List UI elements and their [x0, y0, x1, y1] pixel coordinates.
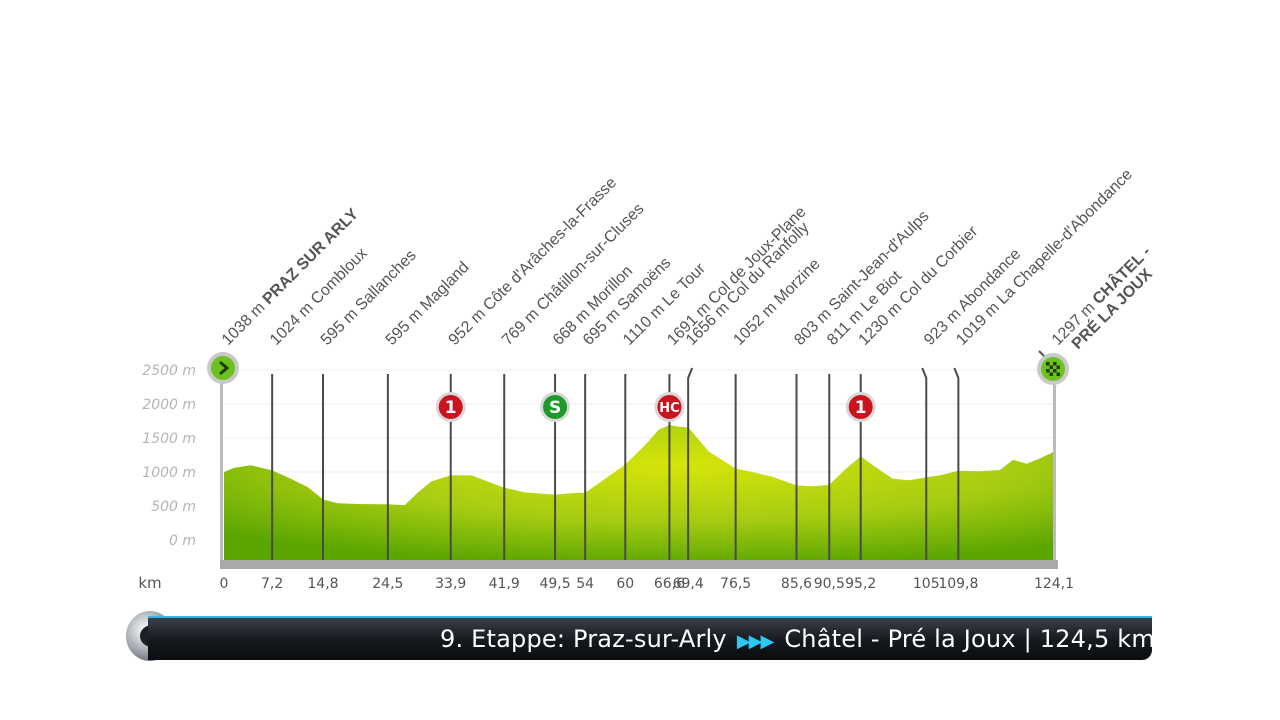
x-tick-label: 0	[220, 576, 229, 592]
x-tick-label: 14,8	[307, 576, 338, 592]
x-tick-label: 76,5	[720, 576, 751, 592]
x-tick-label: 7,2	[261, 576, 283, 592]
badge-label: 1	[855, 398, 867, 418]
profile-area-group	[220, 372, 1058, 569]
elevation-profile-chart: 0 m 500 m 1000 m 1500 m 2000 m 2500 m km 0 7,2 1…	[138, 166, 1156, 592]
checkered-flag-icon	[1056, 365, 1060, 369]
badge-fill	[848, 395, 873, 419]
y-tick-label: 1000 m	[142, 465, 196, 481]
x-tick-label: 105	[913, 576, 940, 592]
y-axis-labels: 0 m 500 m 1000 m 1500 m 2000 m 2500 m	[142, 363, 196, 549]
badge-fill	[543, 395, 568, 419]
start-finish-icons	[207, 350, 1069, 385]
marker-line	[687, 367, 694, 560]
checkered-flag-icon	[1056, 372, 1060, 376]
x-tick-label: 85,6	[781, 576, 812, 592]
start-post	[220, 372, 223, 560]
checkered-flag-icon	[1046, 362, 1050, 366]
x-tick-label: 54	[576, 576, 594, 592]
checkered-flag-icon	[1046, 369, 1050, 373]
x-tick-label: 49,5	[539, 576, 570, 592]
stage-banner: 9. Etappe: Praz-sur-Arly ▶▶▶ Châtel - Pré …	[148, 616, 1155, 660]
checkered-flag-icon	[1053, 369, 1057, 373]
start-fill	[211, 356, 235, 380]
checkered-flag-icon	[1053, 362, 1057, 366]
x-tick-label: 90,5	[814, 576, 845, 592]
x-tick-label: 60	[616, 576, 634, 592]
marker-line	[953, 367, 960, 560]
badge-fill	[438, 395, 463, 419]
x-tick-label: 66,6	[654, 576, 685, 592]
y-tick-label: 0 m	[169, 533, 196, 549]
stage-distance: | 124,5 km	[1023, 625, 1155, 653]
x-tick-label: 41,9	[489, 576, 520, 592]
badge-label: HC	[659, 401, 679, 416]
location-name: Magland	[417, 259, 472, 314]
location-altitude: 769 m	[499, 302, 546, 349]
stage-number: 9. Etappe:	[440, 625, 566, 653]
marker-line	[921, 367, 928, 560]
ground-band	[220, 560, 1058, 569]
checkered-flag-icon	[1049, 372, 1053, 376]
climb-badge: 1	[435, 392, 466, 422]
x-tick-label: 109,8	[938, 576, 978, 592]
stage-title: 9. Etappe: Praz-sur-Arly ▶▶▶ Châtel - Pré …	[440, 618, 1155, 660]
stage-start: Praz-sur-Arly	[572, 625, 727, 653]
x-tick-label: 69,4	[673, 576, 704, 592]
arrow-icon: ▶▶▶	[736, 631, 775, 652]
x-axis-labels: km 0 7,2 14,8 24,5 33,9 41,9 49,5 54 60 66,669,4 76…	[138, 574, 1074, 592]
x-tick-label: 124,1	[1034, 576, 1074, 592]
climb-badge: HC	[654, 392, 685, 422]
climb-badge: S	[540, 392, 571, 422]
x-tick-label: 24,5	[372, 576, 403, 592]
x-tick-label: 95,2	[845, 576, 876, 592]
badge-fill	[657, 395, 682, 419]
badge-label: 1	[445, 398, 457, 418]
checkered-flag-icon	[1049, 365, 1053, 369]
badge-label: S	[549, 398, 561, 418]
y-tick-label: 2500 m	[142, 363, 196, 379]
y-tick-label: 500 m	[151, 499, 196, 515]
climb-badge: 1	[845, 392, 876, 422]
location-altitude: 952 m	[446, 302, 493, 349]
location-altitude: 595 m	[318, 302, 365, 349]
profile-area	[224, 425, 1054, 560]
y-tick-label: 2000 m	[142, 397, 196, 413]
x-tick-label: 33,9	[435, 576, 466, 592]
location-altitude: 595 m	[383, 302, 430, 349]
start-icon	[207, 352, 239, 384]
chevron-right-icon	[219, 360, 230, 376]
location-altitude: 1038 m	[219, 296, 272, 349]
finish-icon	[1037, 350, 1069, 385]
x-axis-unit: km	[138, 574, 161, 592]
y-tick-label: 1500 m	[142, 431, 196, 447]
finish-post	[1053, 372, 1056, 560]
stage-finish: Châtel - Pré la Joux	[784, 625, 1016, 653]
climb-badges: 1 S HC 1	[435, 392, 876, 422]
